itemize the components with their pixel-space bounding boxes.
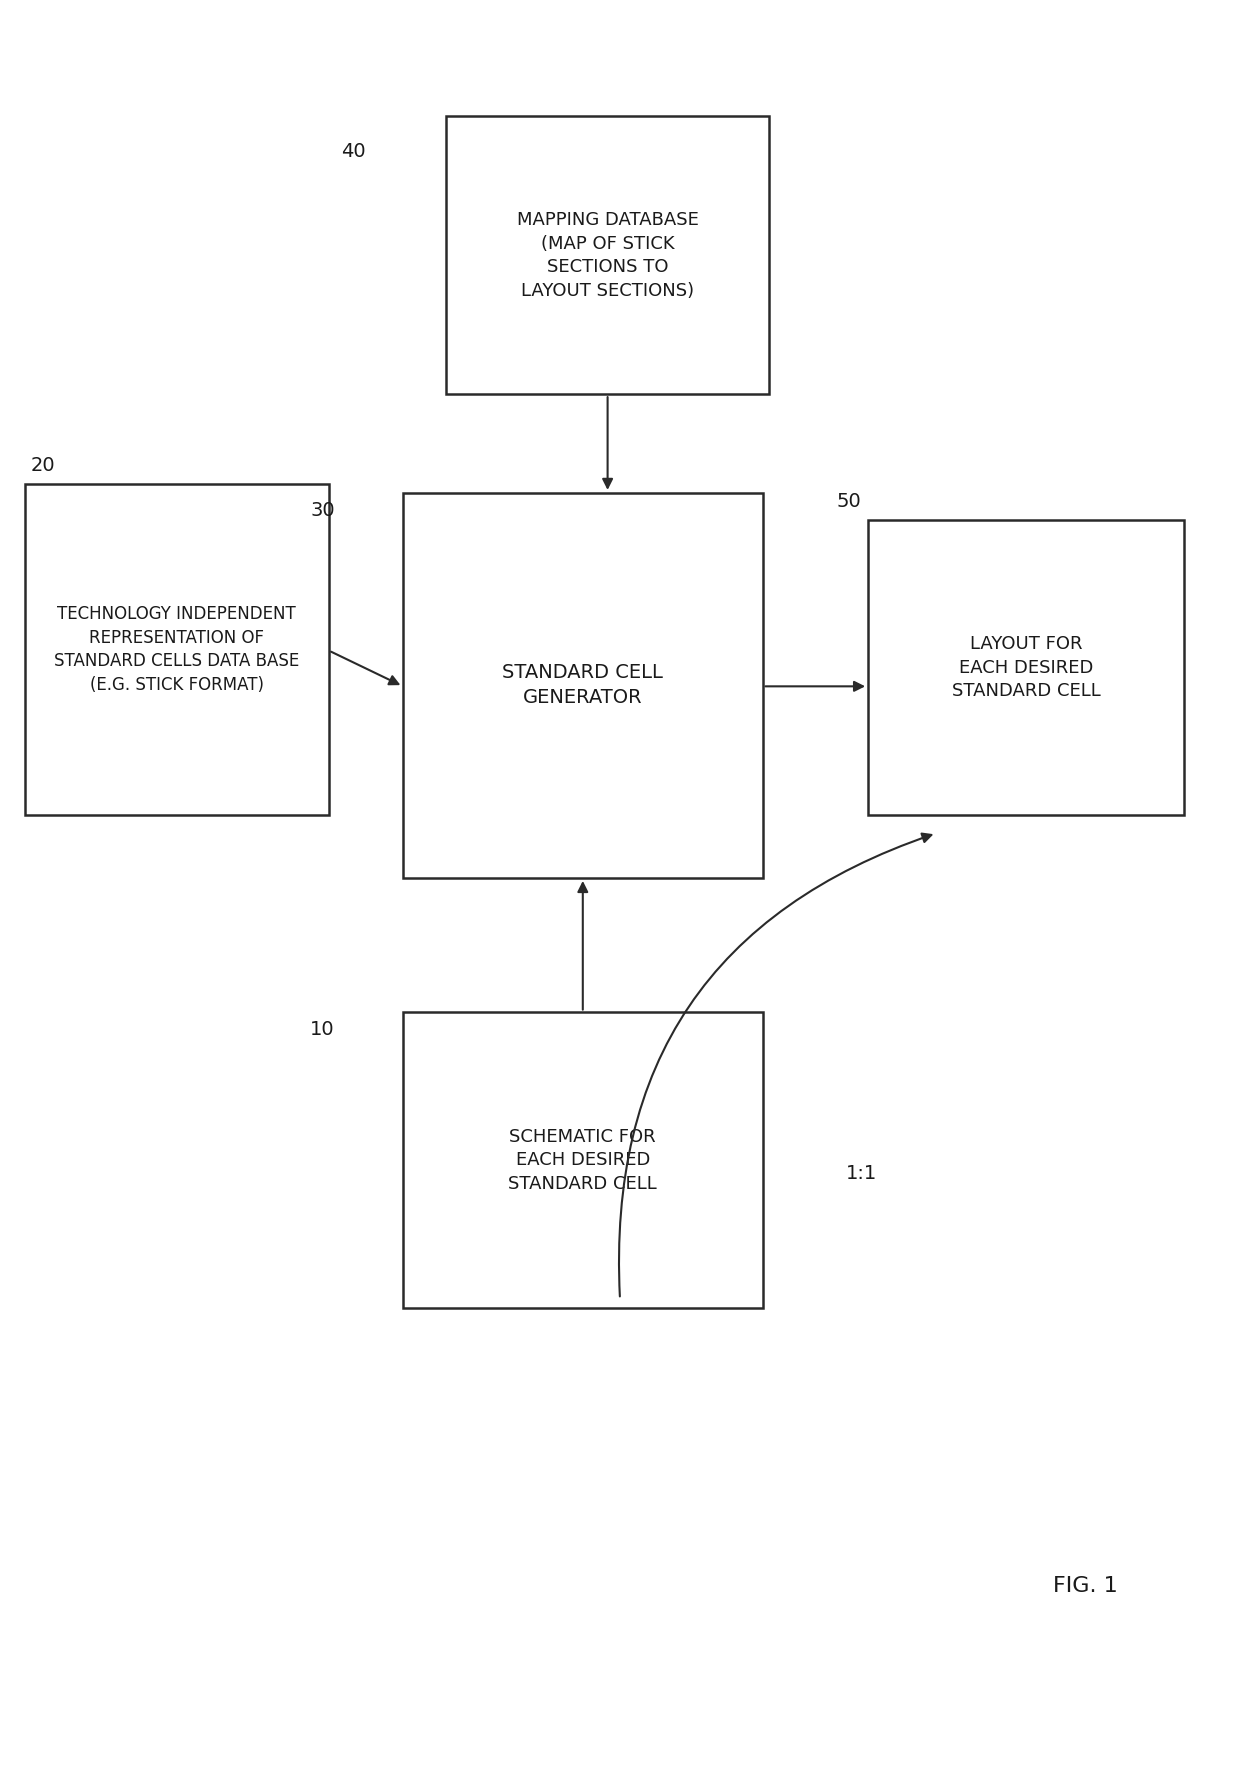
Text: TECHNOLOGY INDEPENDENT
REPRESENTATION OF
STANDARD CELLS DATA BASE
(E.G. STICK FO: TECHNOLOGY INDEPENDENT REPRESENTATION OF… [55, 606, 299, 694]
Text: 1:1: 1:1 [846, 1165, 878, 1183]
FancyBboxPatch shape [403, 1012, 763, 1308]
Text: LAYOUT FOR
EACH DESIRED
STANDARD CELL: LAYOUT FOR EACH DESIRED STANDARD CELL [952, 634, 1100, 701]
FancyBboxPatch shape [25, 484, 329, 815]
Text: 30: 30 [310, 500, 335, 520]
Text: 40: 40 [341, 142, 366, 161]
Text: 10: 10 [310, 1020, 335, 1039]
FancyBboxPatch shape [868, 520, 1184, 815]
FancyBboxPatch shape [403, 493, 763, 878]
Text: 20: 20 [31, 455, 56, 475]
Text: SCHEMATIC FOR
EACH DESIRED
STANDARD CELL: SCHEMATIC FOR EACH DESIRED STANDARD CELL [508, 1127, 657, 1193]
Text: 50: 50 [837, 491, 862, 511]
Text: STANDARD CELL
GENERATOR: STANDARD CELL GENERATOR [502, 663, 663, 708]
Text: FIG. 1: FIG. 1 [1053, 1575, 1117, 1597]
Text: MAPPING DATABASE
(MAP OF STICK
SECTIONS TO
LAYOUT SECTIONS): MAPPING DATABASE (MAP OF STICK SECTIONS … [517, 211, 698, 299]
FancyBboxPatch shape [446, 116, 769, 394]
